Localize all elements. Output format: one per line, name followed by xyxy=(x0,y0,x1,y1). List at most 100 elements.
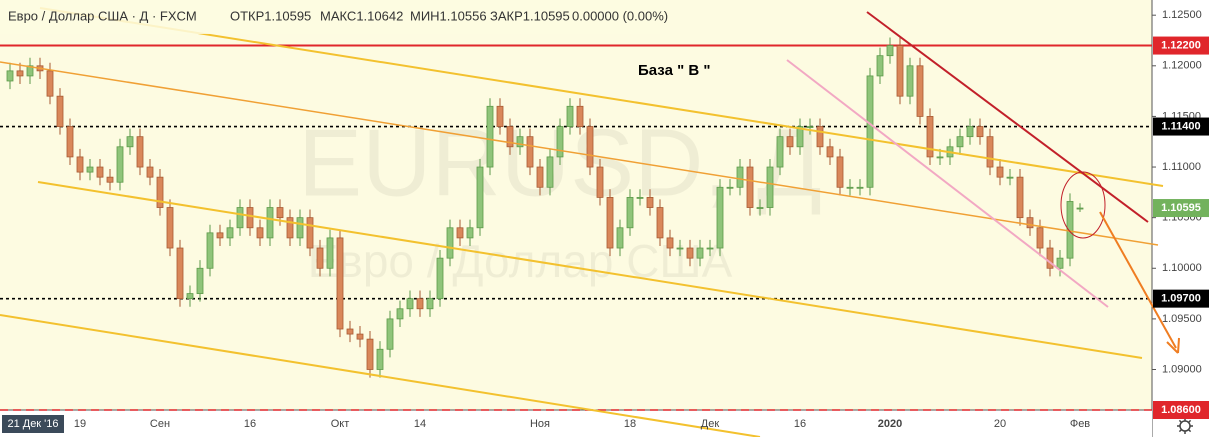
trend-line xyxy=(0,61,1159,246)
price-tag xyxy=(1153,117,1209,136)
settings-button[interactable] xyxy=(1177,418,1193,434)
x-tick-label: 2020 xyxy=(878,418,902,430)
candle-body xyxy=(436,257,444,300)
price-tag xyxy=(1153,401,1209,419)
candle-body xyxy=(876,55,884,77)
y-tick-label: 1.09000 xyxy=(1162,363,1202,375)
stat-low: МИН1.10556 xyxy=(410,8,487,23)
price-tag-label: 1.09700 xyxy=(1161,293,1201,305)
candle-body xyxy=(706,247,714,250)
candle-body xyxy=(746,166,754,208)
candle-body xyxy=(86,166,94,173)
x-tick-label: Окт xyxy=(331,418,350,430)
candle-body xyxy=(556,126,564,158)
candle-body xyxy=(446,227,454,259)
candle-body xyxy=(336,237,344,330)
price-tag xyxy=(1153,289,1209,308)
candle-body xyxy=(526,136,534,168)
candle-body xyxy=(416,298,424,310)
candle-body xyxy=(836,156,844,188)
x-tick-label: 14 xyxy=(414,418,426,430)
stat-open: ОТКР1.10595 xyxy=(230,8,311,23)
candle-body xyxy=(516,136,524,148)
y-tick-label: 1.12000 xyxy=(1162,60,1202,72)
candle-body xyxy=(286,217,294,239)
candle-body xyxy=(936,156,944,159)
candle-body xyxy=(796,126,804,148)
candle-body xyxy=(596,166,604,198)
channel-line xyxy=(0,314,761,437)
candle-body xyxy=(476,166,484,229)
candle-body xyxy=(156,176,164,208)
stat-change: 0.00000 (0.00%) xyxy=(572,8,668,23)
candle-body xyxy=(766,166,774,208)
cursor-label: 21 Дек '16 xyxy=(7,418,58,430)
price-axis-background xyxy=(1152,0,1210,437)
x-tick-label: 16 xyxy=(244,418,256,430)
candle-body xyxy=(576,105,584,127)
price-tag-label: 1.10595 xyxy=(1161,202,1201,214)
candle-body xyxy=(676,247,684,250)
x-tick-label: 16 xyxy=(794,418,806,430)
candle-body xyxy=(926,116,934,158)
candle-body xyxy=(776,136,784,168)
candle-body xyxy=(316,247,324,269)
x-tick-label: 19 xyxy=(74,418,86,430)
candle-body xyxy=(696,247,704,259)
price-tag xyxy=(1153,199,1209,218)
candle-body xyxy=(906,65,914,97)
candle-body xyxy=(396,308,404,320)
candle-body xyxy=(406,298,414,310)
gear-teeth[interactable] xyxy=(1177,418,1193,434)
candle-body xyxy=(1046,247,1054,269)
candle-body xyxy=(26,65,34,77)
candle-body xyxy=(256,227,264,239)
candle-body xyxy=(546,156,554,188)
candles xyxy=(6,37,1084,378)
candle-body xyxy=(346,328,354,335)
candle-body xyxy=(626,197,634,229)
price-tag-label: 1.12200 xyxy=(1161,39,1201,51)
candle-body xyxy=(386,318,394,350)
candle-body xyxy=(426,298,434,310)
candle-body xyxy=(296,217,304,239)
candle-body xyxy=(826,146,834,158)
y-tick-label: 1.11000 xyxy=(1162,161,1201,173)
candle-body xyxy=(116,146,124,183)
candle-body xyxy=(636,197,644,199)
candle-body xyxy=(1056,257,1064,269)
candle-body xyxy=(486,105,494,168)
candle-body xyxy=(376,348,384,370)
candle-body xyxy=(1066,201,1074,259)
candle-body xyxy=(606,197,614,249)
candle-body xyxy=(846,186,854,189)
candle-body xyxy=(66,126,74,158)
candle-body xyxy=(226,227,234,239)
candle-body xyxy=(176,247,184,300)
candle-body xyxy=(326,237,334,269)
x-tick-label: Фев xyxy=(1070,418,1090,430)
support-line xyxy=(786,59,1109,308)
y-tick-label: 1.09500 xyxy=(1162,313,1202,325)
candle-body xyxy=(466,227,474,239)
candle-body xyxy=(616,227,624,249)
arrow-head xyxy=(1166,337,1180,354)
candle-body xyxy=(756,207,764,209)
candle-body xyxy=(726,186,734,189)
cursor-label-box xyxy=(2,415,64,433)
candle-body xyxy=(856,186,864,189)
candle-body xyxy=(586,126,594,168)
candle-body xyxy=(136,136,144,168)
price-tag xyxy=(1153,36,1209,55)
x-tick-label: 20 xyxy=(994,418,1006,430)
candle-body xyxy=(126,136,134,148)
candle-body xyxy=(266,207,274,239)
candle-body xyxy=(46,70,54,97)
candle-body xyxy=(646,197,654,208)
candle-body xyxy=(196,267,204,294)
channel-line xyxy=(37,181,1143,359)
forecast-arrow xyxy=(1099,211,1177,349)
candle-body xyxy=(976,126,984,138)
highlight-ellipse xyxy=(1060,171,1106,239)
